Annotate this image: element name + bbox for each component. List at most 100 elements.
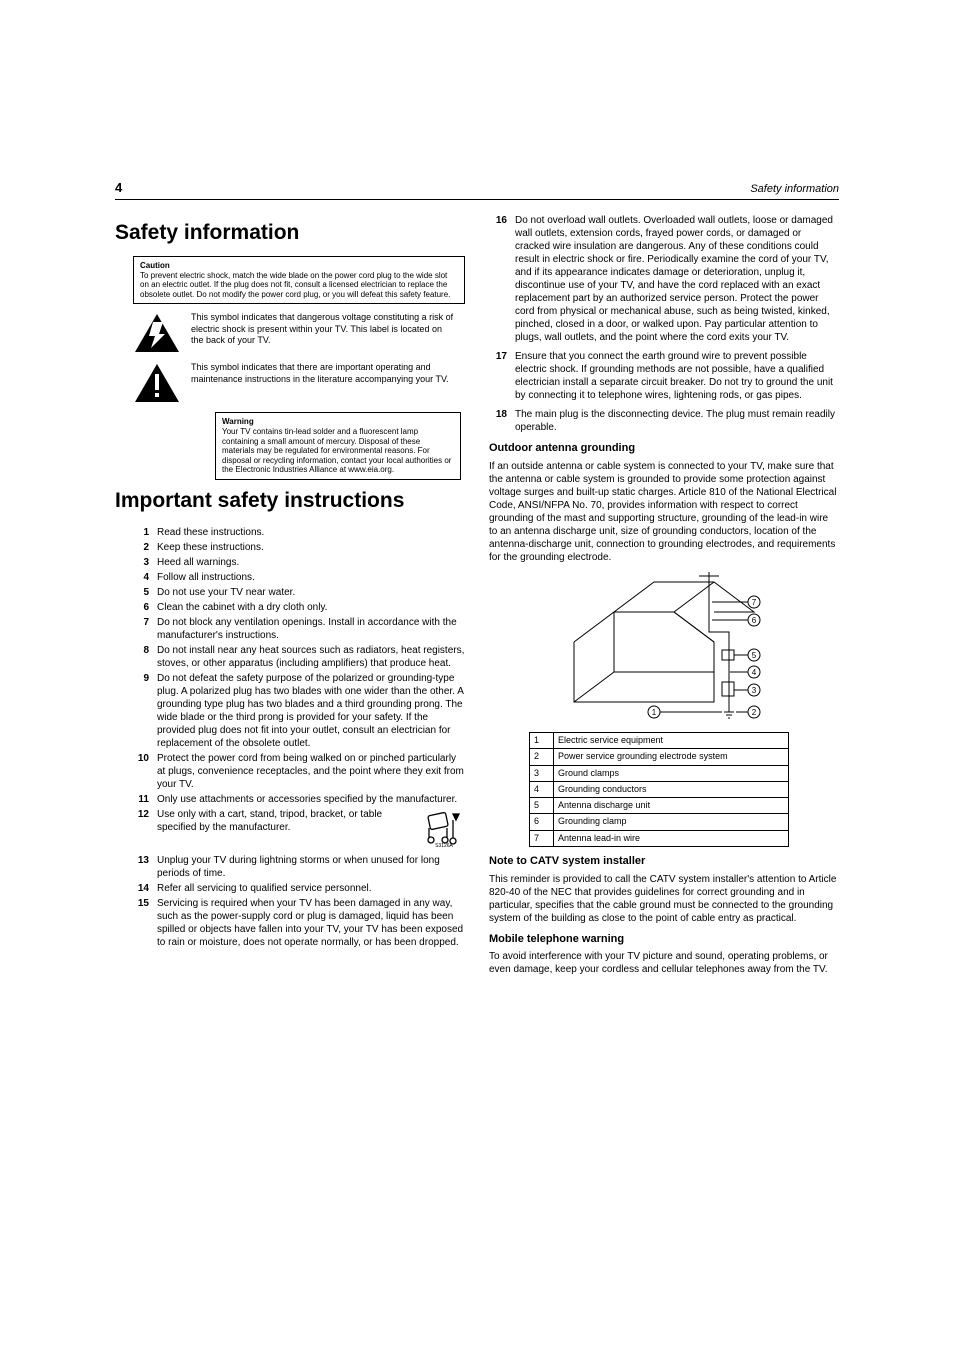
instruction-number: 10: [133, 752, 149, 791]
svg-text:3: 3: [752, 686, 757, 695]
table-cell: Grounding conductors: [554, 781, 789, 797]
table-row: 6Grounding clamp: [530, 814, 789, 830]
instruction-item: 10Protect the power cord from being walk…: [133, 752, 465, 791]
table-cell: Antenna lead-in wire: [554, 830, 789, 846]
instruction-item: 1 Read these instructions.: [133, 526, 465, 539]
table-cell: 4: [530, 781, 554, 797]
table-row: 1Electric service equipment: [530, 733, 789, 749]
important-heading: Important safety instructions: [115, 488, 465, 514]
instruction-item: 14 Refer all servicing to qualified servi…: [133, 882, 465, 895]
instruction-number: 9: [133, 672, 149, 750]
safety-heading: Safety information: [115, 220, 465, 246]
grounding-diagram: 7 6 5 4 3 2 1: [489, 572, 839, 727]
instruction-number: 2: [133, 541, 149, 554]
table-row: 4Grounding conductors: [530, 781, 789, 797]
table-cell: Electric service equipment: [554, 733, 789, 749]
instruction-text: Use only with a cart, stand, tripod, bra…: [157, 808, 409, 852]
instruction-number: 1: [133, 526, 149, 539]
instruction-item: 7Do not block any ventilation openings. …: [133, 616, 465, 642]
left-column: Safety information Caution To prevent el…: [115, 214, 465, 983]
mobile-paragraph: To avoid interference with your TV pictu…: [489, 950, 839, 976]
instruction-text: Keep these instructions.: [157, 541, 465, 554]
warning-body: Your TV contains tin-lead solder and a f…: [222, 427, 451, 474]
table-row: 5Antenna discharge unit: [530, 798, 789, 814]
catv-heading: Note to CATV system installer: [489, 855, 839, 869]
svg-text:6: 6: [752, 616, 757, 625]
instruction-number: 15: [133, 897, 149, 949]
instruction-item: 2 Keep these instructions.: [133, 541, 465, 554]
instruction-number: 16: [489, 214, 507, 344]
table-cell: 3: [530, 765, 554, 781]
instruction-item: 18 The main plug is the disconnecting dev…: [489, 408, 839, 434]
instruction-text: Ensure that you connect the earth ground…: [515, 350, 839, 402]
instruction-number: 6: [133, 601, 149, 614]
outdoor-heading: Outdoor antenna grounding: [489, 442, 839, 456]
instructions-list: 1 Read these instructions. 2 Keep these ins…: [133, 526, 465, 949]
voltage-text: This symbol indicates that dangerous vol…: [191, 312, 465, 346]
instruction-text: Read these instructions.: [157, 526, 465, 539]
page-number: 4: [115, 180, 122, 196]
instruction-text: Refer all servicing to qualified service…: [157, 882, 465, 895]
exclaim-text: This symbol indicates that there are imp…: [191, 362, 465, 385]
caution-box: Caution To prevent electric shock, match…: [133, 256, 465, 304]
instruction-text: The main plug is the disconnecting devic…: [515, 408, 839, 434]
instruction-item: 17Ensure that you connect the earth grou…: [489, 350, 839, 402]
instruction-number: 17: [489, 350, 507, 402]
table-cell: Antenna discharge unit: [554, 798, 789, 814]
grounding-table: 1Electric service equipment2Power servic…: [529, 732, 789, 847]
table-row: 3Ground clamps: [530, 765, 789, 781]
instruction-number: 13: [133, 854, 149, 880]
instruction-number: 3: [133, 556, 149, 569]
instruction-text: Servicing is required when your TV has b…: [157, 897, 465, 949]
instruction-item: 16Do not overload wall outlets. Overload…: [489, 214, 839, 344]
exclaim-triangle-icon: [133, 362, 181, 404]
instruction-number: 8: [133, 644, 149, 670]
instruction-number: 18: [489, 408, 507, 434]
instruction-text: Protect the power cord from being walked…: [157, 752, 465, 791]
table-cell: Grounding clamp: [554, 814, 789, 830]
svg-text:S3126A: S3126A: [435, 843, 453, 848]
instruction-item: 4Follow all instructions.: [133, 571, 465, 584]
instruction-number: 11: [133, 793, 149, 806]
caution-title: Caution: [140, 261, 170, 270]
header-title: Safety information: [750, 183, 839, 197]
instruction-text: Heed all warnings.: [157, 556, 465, 569]
instruction-number: 4: [133, 571, 149, 584]
instruction-number: 12: [133, 808, 149, 852]
instruction-item: 8Do not install near any heat sources su…: [133, 644, 465, 670]
page-header: 4 Safety information: [115, 180, 839, 200]
table-row: 7Antenna lead-in wire: [530, 830, 789, 846]
instruction-item: 12Use only with a cart, stand, tripod, b…: [133, 808, 465, 852]
svg-text:5: 5: [752, 651, 757, 660]
svg-text:4: 4: [752, 668, 757, 677]
svg-text:2: 2: [752, 708, 757, 717]
table-cell: 5: [530, 798, 554, 814]
instruction-text: Only use attachments or accessories spec…: [157, 793, 465, 806]
outdoor-paragraph: If an outside antenna or cable system is…: [489, 460, 839, 564]
table-cell: 6: [530, 814, 554, 830]
svg-text:1: 1: [652, 708, 657, 717]
table-cell: Ground clamps: [554, 765, 789, 781]
instruction-number: 7: [133, 616, 149, 642]
instruction-number: 14: [133, 882, 149, 895]
table-cell: 7: [530, 830, 554, 846]
instructions-list-continued: 16Do not overload wall outlets. Overload…: [489, 214, 839, 434]
voltage-triangle-icon: [133, 312, 181, 354]
instruction-item: 3 Heed all warnings.: [133, 556, 465, 569]
instruction-item: 9Do not defeat the safety purpose of the…: [133, 672, 465, 750]
instruction-number: 5: [133, 586, 149, 599]
caution-body: To prevent electric shock, match the wid…: [140, 271, 450, 299]
instruction-text: Unplug your TV during lightning storms o…: [157, 854, 465, 880]
warning-box: Warning Your TV contains tin-lead solder…: [215, 412, 461, 480]
right-column: 16Do not overload wall outlets. Overload…: [489, 214, 839, 983]
svg-text:7: 7: [752, 598, 757, 607]
voltage-symbol-row: This symbol indicates that dangerous vol…: [133, 312, 465, 354]
table-row: 2Power service grounding electrode syste…: [530, 749, 789, 765]
instruction-item: 5 Do not use your TV near water.: [133, 586, 465, 599]
instruction-text: Do not overload wall outlets. Overloaded…: [515, 214, 839, 344]
exclaim-symbol-row: This symbol indicates that there are imp…: [133, 362, 465, 404]
table-cell: 1: [530, 733, 554, 749]
instruction-text: Do not use your TV near water.: [157, 586, 465, 599]
instruction-text: Do not defeat the safety purpose of the …: [157, 672, 465, 750]
warning-title: Warning: [222, 417, 254, 426]
